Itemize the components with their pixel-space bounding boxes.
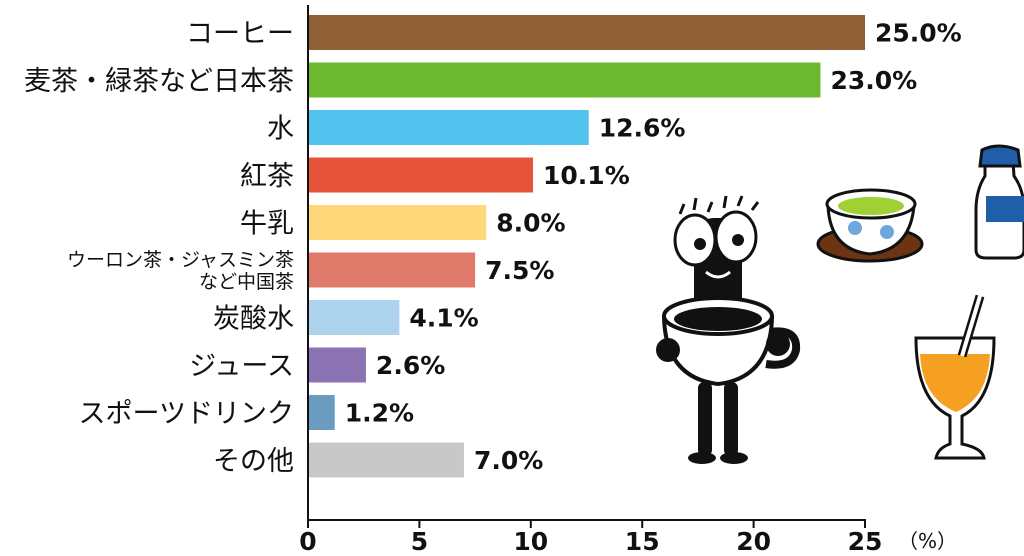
x-tick-label-3: 15: [625, 527, 660, 556]
bar-8: [309, 395, 335, 430]
value-label-4: 8.0%: [496, 209, 565, 238]
bar-9: [309, 442, 464, 478]
milk-bottle-icon: [974, 144, 1024, 260]
bar-2: [309, 110, 589, 145]
value-label-1: 23.0%: [830, 66, 917, 95]
x-tick-label-4: 20: [736, 527, 771, 556]
x-tick-label-5: 25: [848, 527, 883, 556]
x-tick-label-2: 10: [513, 527, 548, 556]
x-axis-unit: （%）: [898, 529, 957, 553]
category-label-7: ジュース: [189, 351, 294, 382]
category-label-8: スポーツドリンク: [79, 399, 294, 430]
category-label-1: 麦茶・緑茶など日本茶: [24, 66, 294, 97]
bar-6: [309, 300, 400, 335]
coffee-character-icon: [656, 195, 801, 464]
bar-5: [309, 252, 476, 288]
juice-glass-icon: [914, 294, 996, 460]
category-label-2: 水: [267, 114, 294, 145]
bar-0: [309, 15, 865, 50]
tea-cup-icon: [816, 188, 924, 263]
value-label-8: 1.2%: [345, 399, 414, 428]
value-label-5: 7.5%: [485, 256, 554, 285]
category-label-3: 紅茶: [240, 161, 294, 192]
category-label-4: 牛乳: [240, 209, 294, 240]
value-label-7: 2.6%: [376, 351, 445, 380]
bar-7: [309, 347, 366, 383]
x-tick-label-0: 0: [299, 527, 316, 556]
labels-group: 25.0% コーヒー 23.0% 麦茶・緑茶など日本茶 12.6% 水 10.1% 紅茶 8.0…: [24, 19, 962, 478]
value-label-0: 25.0%: [875, 19, 962, 48]
category-label-9: その他: [213, 446, 294, 477]
bars-group: [309, 15, 865, 478]
x-tick-label-1: 5: [411, 527, 428, 556]
value-label-6: 4.1%: [409, 304, 478, 333]
value-label-2: 12.6%: [599, 114, 686, 143]
x-axis: 0 5 10 15 20 25: [299, 5, 882, 556]
category-label-6: 炭酸水: [213, 304, 294, 335]
bar-4: [309, 205, 487, 240]
value-label-3: 10.1%: [543, 161, 630, 190]
category-label-5: ウーロン茶・ジャスミン茶など中国茶: [67, 249, 294, 293]
bar-3: [309, 157, 534, 193]
bar-1: [309, 62, 821, 98]
category-label-0: コーヒー: [186, 19, 294, 50]
value-label-9: 7.0%: [474, 446, 543, 475]
